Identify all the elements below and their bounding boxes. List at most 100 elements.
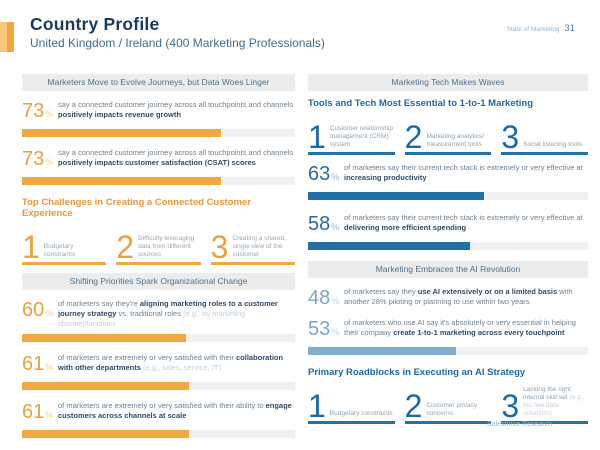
section-header-journeys: Marketers Move to Evolve Journeys, but D…	[22, 74, 295, 91]
ranked-item-social-listening: 3 Social listening tools	[501, 113, 589, 155]
rank-number: 2	[116, 229, 135, 265]
stat-value: 60%	[22, 299, 54, 321]
stat-bar-fill	[22, 129, 222, 137]
stat-bar-track	[22, 430, 295, 438]
page-title-block: Country Profile United Kingdom / Ireland…	[30, 14, 325, 51]
ranked-item-analytics: 2 Marketing analytics/ measurement tools	[404, 113, 492, 155]
stat-aligning-roles: 60% of marketers say they're aligning ma…	[22, 299, 295, 342]
stat-bar-fill	[308, 347, 457, 355]
brand-stripe-light	[0, 22, 7, 52]
stat-bar-fill	[22, 430, 189, 438]
report-name: State of Marketing	[506, 26, 560, 33]
report-label: State of Marketing 31	[507, 23, 575, 34]
stat-text: of marketers say their current tech stac…	[344, 163, 583, 182]
stat-ai-essential: 53% of marketers who use AI say it's abs…	[308, 318, 588, 355]
stat-bar-fill	[22, 382, 189, 390]
rank-label: Lacking the right internal skill set (e.…	[523, 386, 585, 417]
stat-bar-track	[22, 177, 295, 185]
ranked-item-skill-set: 3 Lacking the right internal skill set (…	[501, 382, 589, 424]
stat-value: 73%	[22, 100, 54, 122]
stat-engage-at-scale: 61% of marketers are extremely or very s…	[22, 401, 295, 438]
ranked-item-crm: 1 Customer relationship management (CRM)…	[308, 113, 395, 155]
left-column: Marketers Move to Evolve Journeys, but D…	[22, 74, 295, 438]
rank-label: Social listening tools	[523, 141, 583, 148]
rank-label: Customer privacy concerns	[426, 402, 478, 417]
brand-stripe-dark	[7, 22, 14, 52]
right-column: Marketing Tech Makes Waves Tools and Tec…	[308, 74, 589, 424]
stat-value: 61%	[22, 401, 54, 423]
tools-rank-row: 1 Customer relationship management (CRM)…	[308, 113, 589, 155]
stat-ai-adoption: 48% of marketers say they use AI extensi…	[308, 287, 588, 311]
stat-collaboration: 61% of marketers are extremely or very s…	[22, 353, 295, 390]
stat-value: 53%	[308, 318, 340, 340]
tools-heading: Tools and Tech Most Essential to 1-to-1 …	[308, 98, 534, 109]
percent-sign: %	[45, 410, 54, 420]
stat-text: say a connected customer journey across …	[58, 148, 294, 167]
rank-number: 3	[501, 388, 520, 424]
section-header-ai: Marketing Embraces the AI Revolution	[308, 261, 588, 278]
stat-text: of marketers say their current tech stac…	[344, 213, 583, 232]
rank-number: 3	[501, 119, 520, 155]
stat-text: of marketers say they're aligning market…	[58, 299, 278, 328]
stat-bar-track	[22, 129, 295, 137]
rank-label: Customer relationship management (CRM) s…	[329, 125, 394, 148]
challenges-heading: Top Challenges in Creating a Connected C…	[22, 197, 251, 219]
stat-value: 73%	[22, 148, 54, 170]
page-title: Country Profile	[30, 14, 160, 34]
page-number: 31	[564, 23, 575, 34]
ranked-item-data-sources: 2 Difficulty leveraging data from differ…	[116, 223, 201, 265]
stat-bar-track	[308, 242, 588, 250]
rank-label: Marketing analytics/ measurement tools	[426, 133, 484, 148]
percent-sign: %	[331, 172, 340, 182]
stat-bar-fill	[22, 177, 222, 185]
rank-label: Creating a shared, single view of the cu…	[232, 235, 286, 258]
challenges-rank-row: 1 Budgetary constraints 2 Difficulty lev…	[22, 223, 295, 265]
rank-number: 1	[308, 119, 326, 155]
stat-bar-fill	[308, 242, 471, 250]
ranked-item-single-view: 3 Creating a shared, single view of the …	[210, 223, 295, 265]
rank-label: Difficulty leveraging data from differen…	[138, 235, 195, 258]
stat-bar-track	[22, 334, 295, 342]
stat-bar-track	[22, 382, 295, 390]
stat-value: 58%	[308, 213, 340, 235]
roadblocks-heading: Primary Roadblocks in Executing an AI St…	[308, 367, 526, 378]
section-header-label: Marketers Move to Evolve Journeys, but D…	[47, 77, 270, 87]
stat-bar-track	[308, 347, 588, 355]
ranked-item-budget-ai: 1 Budgetary constraints	[308, 382, 395, 424]
rank-label: Budgetary constraints	[43, 243, 76, 258]
section-header-label: Shifting Priorities Spark Organizational…	[69, 276, 248, 286]
stat-text: of marketers say they use AI extensively…	[344, 287, 573, 306]
stat-efficient-spending: 58% of marketers say their current tech …	[308, 213, 588, 250]
rank-number: 3	[210, 229, 229, 265]
rank-number: 1	[308, 388, 326, 424]
stat-value: 63%	[308, 163, 340, 185]
rank-label: Budgetary constraints	[329, 410, 393, 417]
section-header-tech: Marketing Tech Makes Waves	[308, 74, 588, 91]
rank-number: 2	[404, 388, 423, 424]
stat-revenue-growth: 73% say a connected customer journey acr…	[22, 100, 295, 137]
rank-number: 2	[404, 119, 423, 155]
stat-text: of marketers who use AI say it's absolut…	[344, 318, 576, 337]
percent-sign: %	[331, 296, 340, 306]
stat-bar-track	[308, 192, 588, 200]
stat-text: say a connected customer journey across …	[58, 100, 294, 119]
section-header-label: Marketing Embraces the AI Revolution	[375, 264, 521, 274]
percent-sign: %	[45, 362, 54, 372]
stat-value: 48%	[308, 287, 340, 309]
stat-bar-fill	[308, 192, 485, 200]
stat-value: 61%	[22, 353, 54, 375]
section-header-label: Marketing Tech Makes Waves	[391, 77, 505, 87]
stat-bar-fill	[22, 334, 186, 342]
section-header-priorities: Shifting Priorities Spark Organizational…	[22, 273, 295, 290]
rank-number: 1	[22, 229, 40, 265]
ranked-item-privacy: 2 Customer privacy concerns	[404, 382, 492, 424]
stat-text: of marketers are extremely or very satis…	[58, 353, 284, 372]
percent-sign: %	[45, 109, 54, 119]
percent-sign: %	[45, 308, 54, 318]
roadblocks-rank-row: 1 Budgetary constraints 2 Customer priva…	[308, 382, 589, 424]
stat-csat-scores: 73% say a connected customer journey acr…	[22, 148, 295, 185]
percent-sign: %	[331, 222, 340, 232]
footer-credit: Salesforce Research	[487, 421, 552, 428]
stat-text: of marketers are extremely or very satis…	[58, 401, 292, 420]
page-subtitle: United Kingdom / Ireland (400 Marketing …	[30, 36, 325, 50]
